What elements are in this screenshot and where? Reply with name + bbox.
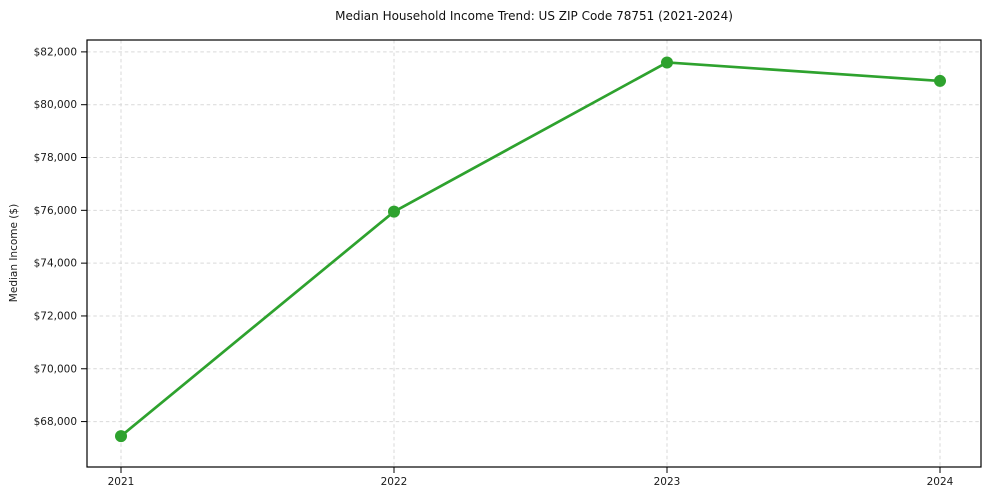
data-point-2024 [934,74,946,87]
y-tick-label: $68,000 [34,416,77,428]
y-tick-label: $80,000 [34,99,77,111]
data-point-2021 [115,430,127,443]
y-tick-label: $76,000 [34,205,77,217]
chart-title: Median Household Income Trend: US ZIP Co… [335,9,733,23]
income-trend-line [119,61,942,438]
x-tick-label: 2023 [654,476,681,488]
y-tick-label: $82,000 [34,46,77,58]
y-tick-label: $74,000 [34,258,77,270]
data-point-2023 [661,56,673,69]
x-tick-label: 2024 [927,476,954,488]
x-tick-label: 2021 [108,476,135,488]
data-point-2022 [388,205,400,218]
y-tick-label: $78,000 [34,152,77,164]
y-tick-label: $72,000 [34,310,77,322]
y-tick-label: $70,000 [34,363,77,375]
x-tick-label: 2022 [381,476,408,488]
plot-border [86,39,982,468]
